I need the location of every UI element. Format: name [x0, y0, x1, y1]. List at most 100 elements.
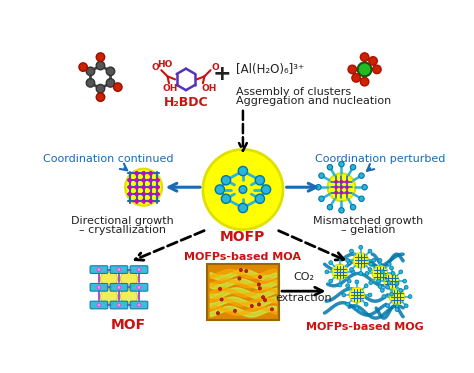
Circle shape — [215, 185, 225, 194]
Circle shape — [342, 293, 346, 297]
Circle shape — [96, 61, 105, 70]
Circle shape — [362, 185, 367, 190]
Circle shape — [349, 268, 354, 272]
Circle shape — [404, 304, 408, 308]
Circle shape — [338, 283, 342, 287]
Circle shape — [149, 178, 153, 182]
Circle shape — [239, 269, 242, 272]
Circle shape — [347, 279, 351, 283]
Circle shape — [335, 186, 337, 189]
Bar — [207, 264, 279, 320]
Circle shape — [364, 284, 368, 288]
Circle shape — [155, 192, 159, 196]
Circle shape — [346, 284, 349, 288]
FancyBboxPatch shape — [110, 301, 128, 309]
Circle shape — [135, 192, 138, 196]
Circle shape — [390, 266, 393, 270]
Circle shape — [395, 282, 399, 285]
Circle shape — [350, 204, 356, 210]
Circle shape — [264, 299, 266, 302]
Circle shape — [386, 304, 390, 308]
Circle shape — [250, 304, 253, 308]
FancyBboxPatch shape — [90, 283, 108, 291]
Circle shape — [79, 63, 87, 71]
Text: OH: OH — [163, 84, 178, 93]
Circle shape — [117, 268, 121, 272]
Text: MOF: MOF — [110, 318, 146, 332]
Circle shape — [386, 285, 390, 289]
Circle shape — [319, 196, 324, 201]
Circle shape — [399, 288, 403, 292]
Circle shape — [135, 172, 138, 175]
Circle shape — [340, 191, 343, 194]
Circle shape — [329, 279, 333, 283]
Circle shape — [384, 273, 399, 289]
Text: Assembly of clusters: Assembly of clusters — [236, 87, 351, 97]
FancyBboxPatch shape — [110, 283, 128, 291]
Circle shape — [120, 270, 137, 287]
Circle shape — [355, 306, 359, 310]
Circle shape — [319, 173, 324, 178]
Circle shape — [355, 280, 359, 284]
Circle shape — [340, 180, 343, 184]
Circle shape — [378, 285, 382, 288]
Circle shape — [328, 173, 356, 201]
Circle shape — [142, 178, 146, 182]
Circle shape — [365, 272, 369, 275]
Circle shape — [372, 266, 388, 281]
Circle shape — [86, 67, 95, 76]
Circle shape — [369, 281, 373, 285]
Text: Mismatched growth: Mismatched growth — [313, 216, 424, 226]
Circle shape — [97, 285, 101, 289]
Circle shape — [369, 57, 377, 65]
Circle shape — [346, 191, 348, 194]
Circle shape — [96, 53, 105, 61]
Circle shape — [368, 293, 372, 297]
Circle shape — [346, 186, 348, 189]
Circle shape — [149, 199, 153, 203]
FancyBboxPatch shape — [130, 266, 148, 273]
Circle shape — [327, 204, 333, 210]
FancyBboxPatch shape — [90, 266, 108, 273]
FancyBboxPatch shape — [130, 301, 148, 309]
Text: CO₂: CO₂ — [293, 272, 314, 282]
Circle shape — [142, 185, 146, 189]
Circle shape — [238, 166, 247, 176]
Circle shape — [245, 269, 248, 273]
FancyBboxPatch shape — [130, 283, 148, 291]
Circle shape — [358, 62, 372, 76]
Circle shape — [360, 53, 369, 61]
Circle shape — [137, 285, 141, 289]
Circle shape — [96, 93, 105, 101]
Circle shape — [149, 172, 153, 175]
Circle shape — [155, 178, 159, 182]
Circle shape — [329, 261, 333, 264]
Text: MOFP: MOFP — [220, 230, 265, 244]
Text: MOFPs-based MOA: MOFPs-based MOA — [184, 251, 301, 261]
Circle shape — [353, 253, 368, 268]
Circle shape — [338, 257, 342, 261]
Circle shape — [351, 270, 355, 274]
Circle shape — [149, 185, 153, 189]
Circle shape — [339, 208, 344, 213]
Circle shape — [86, 79, 95, 87]
Circle shape — [380, 288, 384, 292]
Circle shape — [96, 84, 105, 93]
Circle shape — [380, 270, 384, 274]
Circle shape — [340, 186, 343, 189]
Circle shape — [368, 249, 372, 253]
Text: H₂BDC: H₂BDC — [164, 96, 208, 109]
Circle shape — [106, 67, 115, 76]
Circle shape — [316, 185, 321, 190]
Circle shape — [221, 194, 231, 203]
Circle shape — [346, 180, 348, 184]
Text: extraction: extraction — [275, 293, 332, 303]
Circle shape — [347, 261, 351, 264]
Text: [Al(H₂O)₆]³⁺: [Al(H₂O)₆]³⁺ — [236, 63, 304, 76]
Circle shape — [378, 258, 382, 262]
Circle shape — [270, 308, 273, 311]
Text: O: O — [211, 63, 219, 72]
Circle shape — [332, 264, 347, 280]
Circle shape — [391, 272, 395, 275]
Circle shape — [399, 270, 403, 274]
